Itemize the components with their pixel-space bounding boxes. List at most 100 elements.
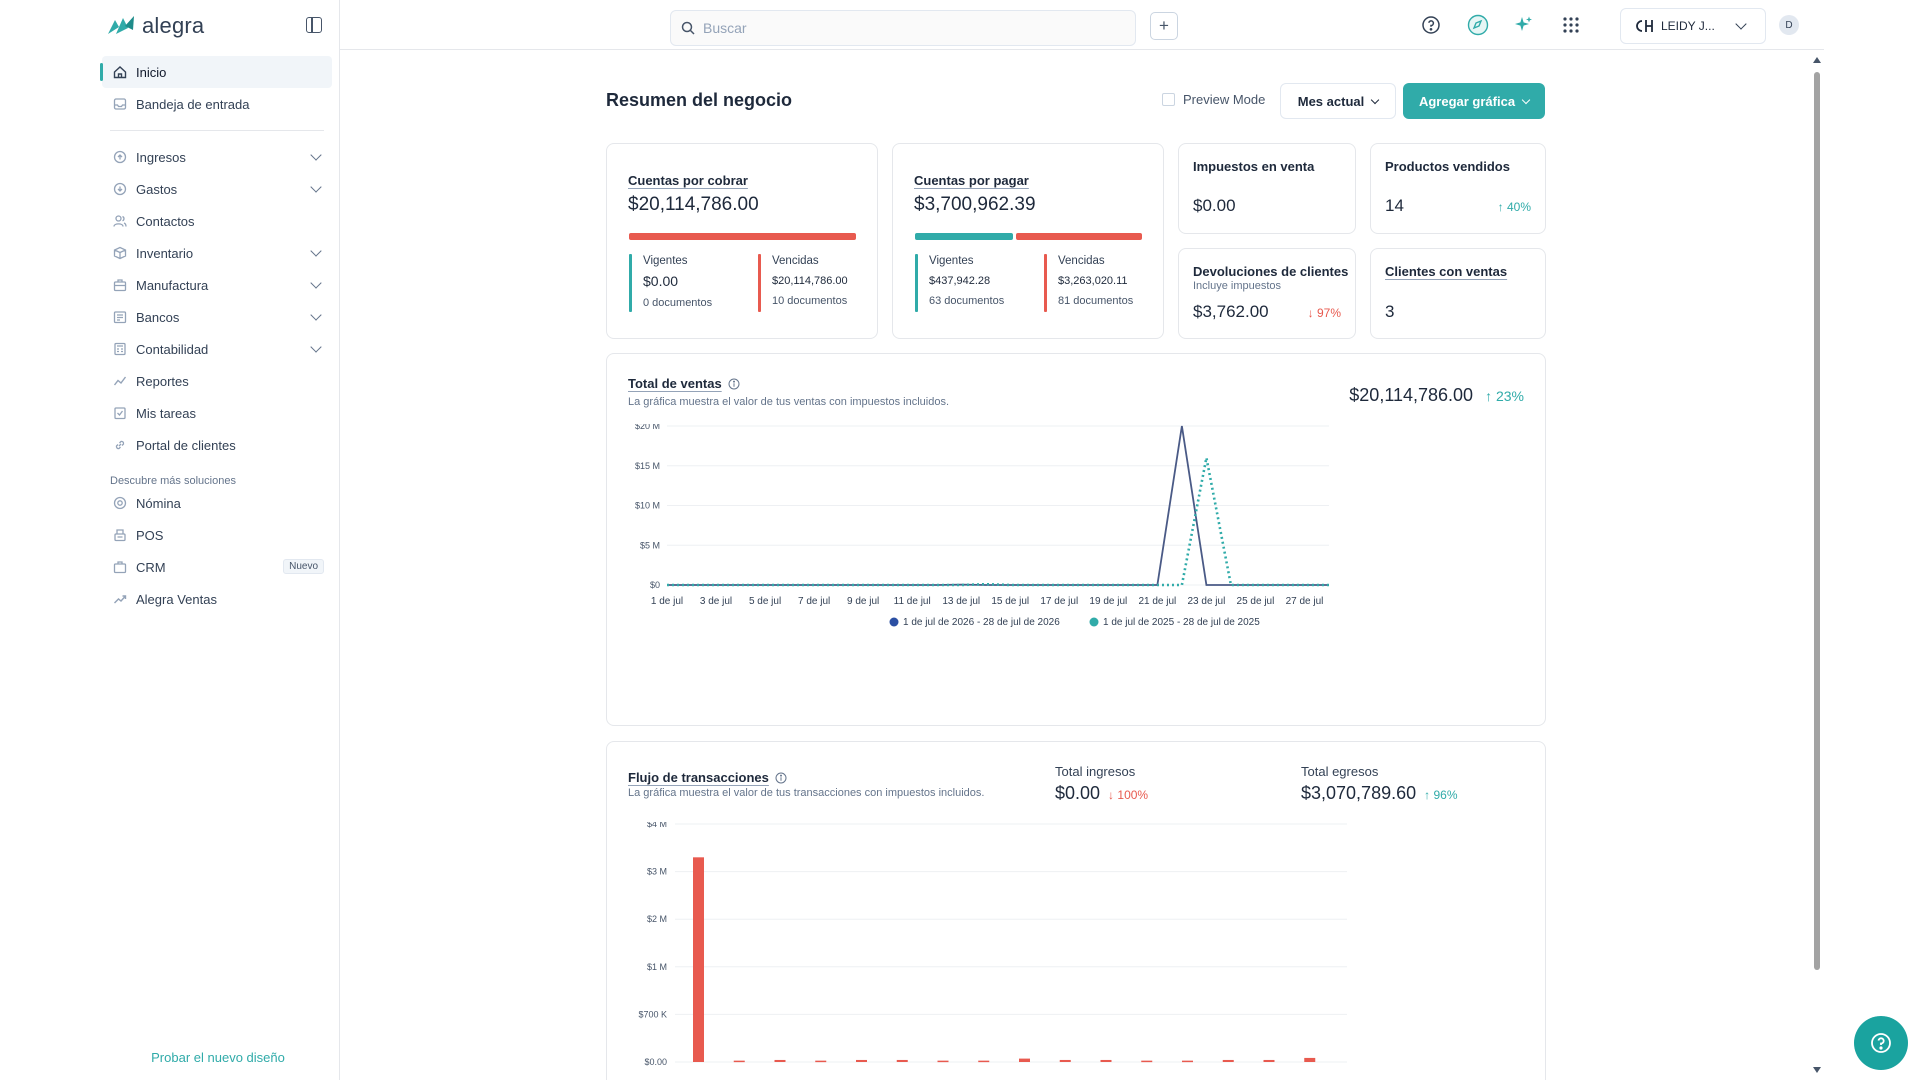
sidebar-item-manufactura[interactable]: Manufactura xyxy=(96,269,340,301)
sidebar-item-label: Contabilidad xyxy=(136,341,209,357)
page-title: Resumen del negocio xyxy=(606,90,793,110)
sidebar-item-portal[interactable]: Portal de clientes xyxy=(96,429,340,461)
x-tick-label: 7 de jul xyxy=(798,596,830,607)
avatar[interactable]: D xyxy=(1779,15,1799,35)
add-chart-button[interactable]: Agregar gráfica xyxy=(1403,83,1545,119)
sidebar-item-crm[interactable]: CRM Nuevo xyxy=(96,551,340,583)
sidebar-item-ingresos[interactable]: Ingresos xyxy=(96,141,340,173)
info-icon[interactable] xyxy=(775,772,787,784)
help-chat-button[interactable] xyxy=(1854,1016,1908,1070)
receivable-overdue: Vencidas $20,114,786.00 10 documentos xyxy=(772,255,848,307)
new-badge: Nuevo xyxy=(283,559,324,574)
clients-title-link[interactable]: Clientes con ventas xyxy=(1385,264,1508,279)
income-icon xyxy=(112,149,128,165)
inventory-icon xyxy=(112,245,128,261)
try-new-design-link[interactable]: Probar el nuevo diseño xyxy=(151,1050,285,1065)
chevron-down-icon xyxy=(1521,95,1531,104)
x-tick-label: 23 de jul xyxy=(1188,596,1226,607)
sidebar-toggle-icon[interactable] xyxy=(306,17,322,33)
sidebar-item-alegra-ventas[interactable]: Alegra Ventas xyxy=(96,583,340,615)
payable-total: $3,700,962.39 xyxy=(914,194,1036,215)
receivable-title-link[interactable]: Cuentas por cobrar xyxy=(628,173,748,188)
brand-logo[interactable]: alegra xyxy=(106,13,204,39)
sidebar-item-inicio[interactable]: Inicio xyxy=(100,56,332,88)
y-tick-label: $5 M xyxy=(640,540,660,550)
chevron-down-icon[interactable] xyxy=(310,149,322,161)
sidebar-item-label: Bancos xyxy=(136,309,180,325)
preview-mode-checkbox[interactable] xyxy=(1162,93,1175,106)
sidebar-item-label: Alegra Ventas xyxy=(136,591,217,607)
x-tick-label: 3 de jul xyxy=(700,596,732,607)
expense-bar xyxy=(978,1060,990,1063)
sales-tax-value: $0.00 xyxy=(1193,196,1236,215)
info-icon[interactable] xyxy=(728,378,740,390)
payable-overdue-label: Vencidas xyxy=(1058,255,1105,267)
sidebar-item-contactos[interactable]: Contactos xyxy=(96,205,340,237)
flow-chart-title[interactable]: Flujo de transacciones xyxy=(628,770,769,785)
sales-chart-total: $20,114,786.00 xyxy=(1349,385,1474,405)
sidebar-item-reportes[interactable]: Reportes xyxy=(96,365,340,397)
sales-tax-card: Impuestos en venta $0.00 xyxy=(1178,143,1356,234)
chevron-down-icon[interactable] xyxy=(310,341,322,353)
receivable-overdue-label: Vencidas xyxy=(772,255,819,267)
flow-chart-description: La gráfica muestra el valor de tus trans… xyxy=(628,787,985,799)
preview-mode-toggle[interactable]: Preview Mode xyxy=(1162,92,1265,107)
period-dropdown[interactable]: Mes actual xyxy=(1280,83,1396,119)
sidebar-item-gastos[interactable]: Gastos xyxy=(96,173,340,205)
sidebar-item-contabilidad[interactable]: Contabilidad xyxy=(96,333,340,365)
main-scrollbar[interactable] xyxy=(1810,50,1824,1080)
sales-icon xyxy=(112,591,128,607)
sidebar-item-inventario[interactable]: Inventario xyxy=(96,237,340,269)
y-tick-label: $1 M xyxy=(647,962,667,972)
ai-sparkle-icon[interactable] xyxy=(1513,14,1535,36)
help-icon[interactable] xyxy=(1420,14,1442,36)
search-icon xyxy=(681,21,695,35)
payable-current-value: $437,942.28 xyxy=(929,275,991,287)
payable-current-bar xyxy=(915,233,1013,240)
x-tick-label: 25 de jul xyxy=(1237,596,1275,607)
chevron-down-icon[interactable] xyxy=(310,245,322,257)
search-input[interactable] xyxy=(703,20,1103,36)
sales-chart-title[interactable]: Total de ventas xyxy=(628,376,722,391)
chat-assistant-icon[interactable] xyxy=(1467,14,1489,36)
chevron-down-icon[interactable] xyxy=(310,309,322,321)
payable-overdue-docs: 81 documentos xyxy=(1058,295,1134,307)
y-tick-label: $700 K xyxy=(638,1009,667,1019)
arrow-up-icon: ↑ xyxy=(1424,788,1431,802)
sidebar-item-nomina[interactable]: Nómina xyxy=(96,487,340,519)
expense-bar xyxy=(856,1059,867,1062)
x-tick-label: 9 de jul xyxy=(847,596,879,607)
sidebar-item-bandeja[interactable]: Bandeja de entrada xyxy=(96,88,340,120)
search-box[interactable] xyxy=(670,10,1136,46)
sidebar-item-mis-tareas[interactable]: Mis tareas xyxy=(96,397,340,429)
apps-grid-icon[interactable] xyxy=(1560,14,1582,36)
chevron-down-icon[interactable] xyxy=(310,277,322,289)
help-icon xyxy=(1871,1033,1891,1053)
series-line-previous xyxy=(667,457,1329,587)
receivable-current: Vigentes $0.00 0 documentos xyxy=(643,255,712,309)
solutions-section-title: Descubre más soluciones xyxy=(110,475,236,487)
clients-card: Clientes con ventas 3 xyxy=(1370,248,1546,339)
sidebar-item-label: POS xyxy=(136,527,164,543)
returns-change: ↓ 97% xyxy=(1308,306,1341,320)
x-tick-label: 27 de jul xyxy=(1286,596,1324,607)
legend-label: 1 de jul de 2025 - 28 de jul de 2025 xyxy=(1103,617,1260,628)
payable-title-link[interactable]: Cuentas por pagar xyxy=(914,173,1029,188)
arrow-down-icon: ↓ xyxy=(1108,788,1115,802)
sidebar-item-pos[interactable]: POS xyxy=(96,519,340,551)
company-logo-icon xyxy=(1636,20,1653,32)
sidebar-item-bancos[interactable]: Bancos xyxy=(96,301,340,333)
period-label: Mes actual xyxy=(1297,93,1365,109)
sidebar-divider xyxy=(110,130,324,131)
payable-current-label: Vigentes xyxy=(929,255,974,267)
pos-icon xyxy=(112,527,128,543)
sales-chart-description: La gráfica muestra el valor de tus venta… xyxy=(628,396,949,408)
chevron-down-icon[interactable] xyxy=(310,181,322,193)
sidebar-item-label: Mis tareas xyxy=(136,405,196,421)
user-menu-button[interactable]: LEIDY J... xyxy=(1620,8,1766,44)
x-tick-label: 19 de jul xyxy=(1089,596,1127,607)
plus-icon: + xyxy=(1159,16,1169,35)
sales-chart-change-value: 23% xyxy=(1495,387,1524,404)
receivable-overdue-value: $20,114,786.00 xyxy=(772,275,848,287)
quick-add-button[interactable]: + xyxy=(1150,12,1178,40)
